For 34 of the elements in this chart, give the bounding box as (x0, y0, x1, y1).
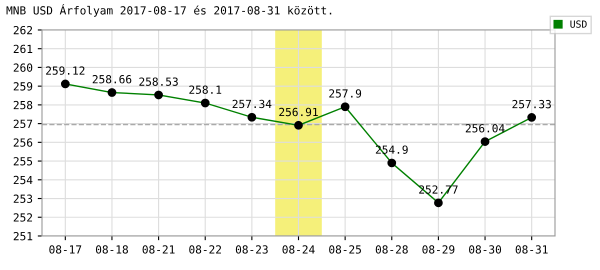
y-tick-label: 256 (14, 138, 32, 147)
x-tick-label: 08-31 (516, 245, 548, 254)
legend-label: USD (570, 20, 587, 28)
y-tick-label: 255 (14, 157, 32, 166)
y-tick-label: 258 (14, 100, 32, 110)
x-tick-label: 08-21 (142, 245, 175, 254)
data-label: 257.34 (232, 100, 272, 108)
y-tick-label: 254 (14, 176, 32, 184)
data-label: 256.91 (279, 108, 318, 116)
y-tick-label: 261 (14, 44, 32, 54)
y-tick-label: 252 (14, 213, 32, 222)
y-tick-label: 259 (14, 82, 32, 91)
x-tick-label: 08-25 (329, 245, 361, 254)
data-label: 258.1 (189, 86, 222, 94)
data-label: 257.9 (329, 89, 362, 98)
x-tick-label: 08-18 (96, 245, 128, 254)
y-tick-label: 257 (14, 120, 32, 128)
x-tick-label: 08-24 (282, 245, 315, 254)
data-label: 256.04 (466, 124, 505, 132)
data-label: 258.53 (139, 77, 178, 86)
chart-title: MNB USD Árfolyam 2017-08-17 és 2017-08-31 között. (6, 4, 332, 17)
x-tick-label: 08-17 (49, 245, 82, 254)
x-tick-label: 08-28 (376, 245, 408, 254)
data-label: 259.12 (46, 66, 84, 75)
x-tick-label: 08-22 (189, 245, 222, 254)
x-tick-label: 08-30 (469, 245, 502, 254)
y-tick-label: 251 (14, 232, 32, 240)
x-tick-label: 08-29 (422, 245, 454, 254)
x-tick-label: 08-23 (236, 245, 268, 254)
y-tick-label: 253 (14, 194, 32, 203)
y-tick-label: 262 (14, 26, 32, 34)
data-label: 258.66 (92, 75, 132, 84)
data-label: 257.33 (512, 100, 551, 108)
y-tick-label: 260 (14, 63, 32, 72)
